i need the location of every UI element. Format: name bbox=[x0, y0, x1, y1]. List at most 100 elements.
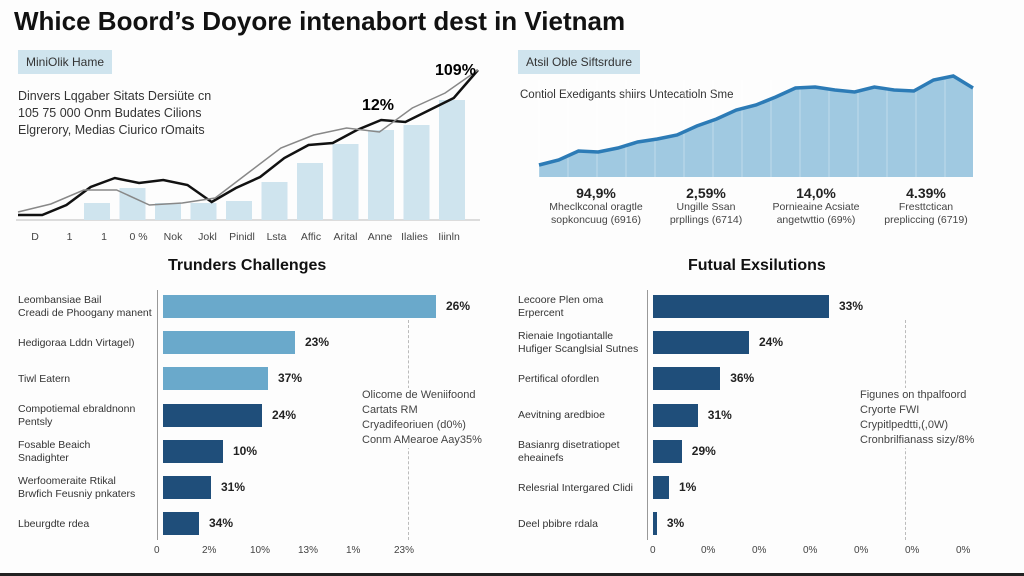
bar-value: 29% bbox=[691, 443, 716, 458]
note-line: Cronbrilfianass sizy/8% bbox=[860, 433, 975, 448]
category-label: Basianrg disetratiopet eheainefs bbox=[518, 439, 658, 465]
bar bbox=[190, 203, 217, 220]
x-tick-label: 0% bbox=[956, 545, 971, 556]
bar bbox=[653, 439, 682, 463]
note-line: Figunes on thpalfoord bbox=[860, 388, 967, 403]
category-line: Lbeurgdte rdea bbox=[18, 517, 90, 530]
category-label: Lbeurgdte rdea bbox=[18, 518, 158, 531]
stat-0: 94,9% Mheclkconal oragtle sopkoncuug (6916… bbox=[531, 185, 661, 227]
bar-value: 33% bbox=[839, 299, 864, 313]
category-line: Hufiger Scanglsial Sutnes bbox=[518, 343, 639, 356]
note-line: Cryadifeoriuen (d0%) bbox=[362, 418, 466, 433]
bar bbox=[439, 100, 465, 220]
area-line bbox=[538, 74, 974, 167]
left-panel-desc: Dinvers Lqgaber Sitats Dersiüte cn 105 7… bbox=[18, 88, 211, 139]
category-line: Erpercent bbox=[518, 307, 564, 319]
category-line: Pertifical ofordlen bbox=[518, 372, 600, 385]
bar bbox=[163, 476, 211, 499]
stat-1: 2,59% Ungille Ssan prpllings (6714) bbox=[641, 185, 771, 227]
x-tick-label: Pinidl bbox=[229, 231, 255, 243]
bar bbox=[226, 201, 252, 220]
note-line: Conm AMearoe Aay35% bbox=[362, 433, 482, 448]
note-line: Cartats RM bbox=[362, 403, 418, 418]
stat-label: prepliccing (6719) bbox=[884, 214, 968, 226]
stat-label: Ungille Ssan bbox=[676, 201, 736, 213]
annotation: 12% bbox=[362, 97, 394, 114]
bar bbox=[653, 367, 721, 391]
category-label: Fosable Beaich Snadighter bbox=[18, 439, 158, 465]
note-line: Cryorte FWI bbox=[860, 403, 920, 418]
x-tick-label: Ilalies bbox=[401, 231, 428, 243]
bar bbox=[163, 512, 199, 536]
category-line: Lecoore Plen oma bbox=[518, 294, 604, 306]
bar bbox=[155, 203, 181, 220]
x-tick-label: 23% bbox=[394, 545, 415, 556]
category-line: Deel pbibre rdala bbox=[518, 517, 598, 530]
x-tick-label: 0% bbox=[905, 545, 920, 556]
desc-line: Elgrerory, Medias Ciurico rOmaits bbox=[18, 123, 205, 137]
trend-chart: 12% 109% D 1 1 0 % Nok Jokl Pinidl Lsta Affic Arita… bbox=[16, 62, 480, 243]
x-tick-label: 0% bbox=[803, 545, 818, 556]
series-line bbox=[17, 69, 479, 213]
stat-3: 4.39% Fresttctican prepliccing (6719) bbox=[861, 185, 991, 227]
x-tick-label: 10% bbox=[250, 545, 271, 556]
stat-value: 4.39% bbox=[906, 185, 946, 201]
category-label: Leombansiae Bail Creadi de Phoogany manen… bbox=[18, 294, 158, 320]
series-line bbox=[18, 69, 479, 217]
x-tick-label: Iiinln bbox=[438, 231, 460, 243]
x-tick-label: 1% bbox=[346, 545, 361, 556]
solutions-title: Futual Exsilutions bbox=[688, 257, 826, 274]
bar bbox=[653, 512, 657, 536]
desc-line: Dinvers Lqgaber Sitats Dersiüte cn bbox=[18, 89, 212, 103]
x-tick-label: 2% bbox=[202, 545, 217, 556]
x-tick-label: D bbox=[31, 231, 39, 243]
stat-value: 2,59% bbox=[686, 185, 726, 201]
right-panel-tag: Atsil Oble Siftsrdure bbox=[518, 50, 641, 74]
bar-value: 24% bbox=[272, 407, 297, 422]
stat-label: Fresttctican bbox=[898, 201, 954, 213]
stat-label: prpllings (6714) bbox=[669, 214, 743, 226]
category-label: Relesrial Intergared Clidi bbox=[518, 482, 658, 495]
category-label: Aevitning aredbioe bbox=[518, 409, 658, 422]
category-label: Compotiemal ebraldnonn Pentsly bbox=[18, 403, 158, 429]
x-tick-label: Arital bbox=[334, 231, 358, 243]
bar bbox=[332, 144, 359, 220]
category-line: Relesrial Intergared Clidi bbox=[518, 481, 633, 494]
bar bbox=[261, 182, 288, 220]
x-tick-label: 1 bbox=[101, 231, 107, 243]
stat-value: 14,0% bbox=[796, 185, 836, 201]
right-panel-desc: Contiol Exedigants shiirs Untecatioln Sm… bbox=[520, 89, 734, 101]
challenges-title: Trunders Challenges bbox=[168, 257, 327, 274]
category-line: Compotiemal ebraldnonn bbox=[18, 402, 136, 415]
category-label: Lecoore Plen oma Erpercent bbox=[518, 294, 658, 320]
x-tick-label: Affic bbox=[301, 231, 321, 243]
stat-value: 94,9% bbox=[576, 185, 616, 201]
note-line: Olicome de Weniifoond bbox=[362, 388, 476, 403]
y-axis bbox=[157, 290, 158, 540]
bar bbox=[653, 403, 698, 427]
bar bbox=[653, 331, 749, 355]
stat-label: sopkoncuug (6916) bbox=[551, 214, 641, 226]
bar bbox=[653, 295, 829, 318]
bar-value: 31% bbox=[221, 480, 246, 494]
bar-value: 24% bbox=[759, 335, 784, 350]
stat-2: 14,0% Pornieaine Acsiate angetwttio (69%) bbox=[751, 185, 881, 227]
category-line: Snadighter bbox=[18, 451, 69, 464]
category-label: Deel pbibre rdala bbox=[518, 518, 658, 531]
area-chart bbox=[538, 74, 975, 177]
x-tick-label: 0% bbox=[752, 545, 767, 556]
category-label: Werfoomeraite Rtikal Brwfich Feusniy pnka… bbox=[18, 475, 158, 501]
bar-value: 26% bbox=[446, 299, 471, 313]
bar-value: 37% bbox=[278, 371, 303, 386]
bar bbox=[368, 130, 394, 220]
x-tick-label: Jokl bbox=[198, 231, 217, 243]
x-tick-label: Anne bbox=[368, 231, 393, 243]
bar-value: 1% bbox=[679, 480, 697, 494]
category-line: eheainefs bbox=[518, 451, 564, 464]
stat-label: Mheclkconal oragtle bbox=[549, 201, 643, 213]
stat-label: Pornieaine Acsiate bbox=[772, 201, 860, 213]
x-tick-label: 13% bbox=[298, 545, 319, 556]
desc-line: 105 75 000 Onm Budates Cilions bbox=[18, 106, 202, 120]
bottom-rule bbox=[0, 573, 1024, 576]
